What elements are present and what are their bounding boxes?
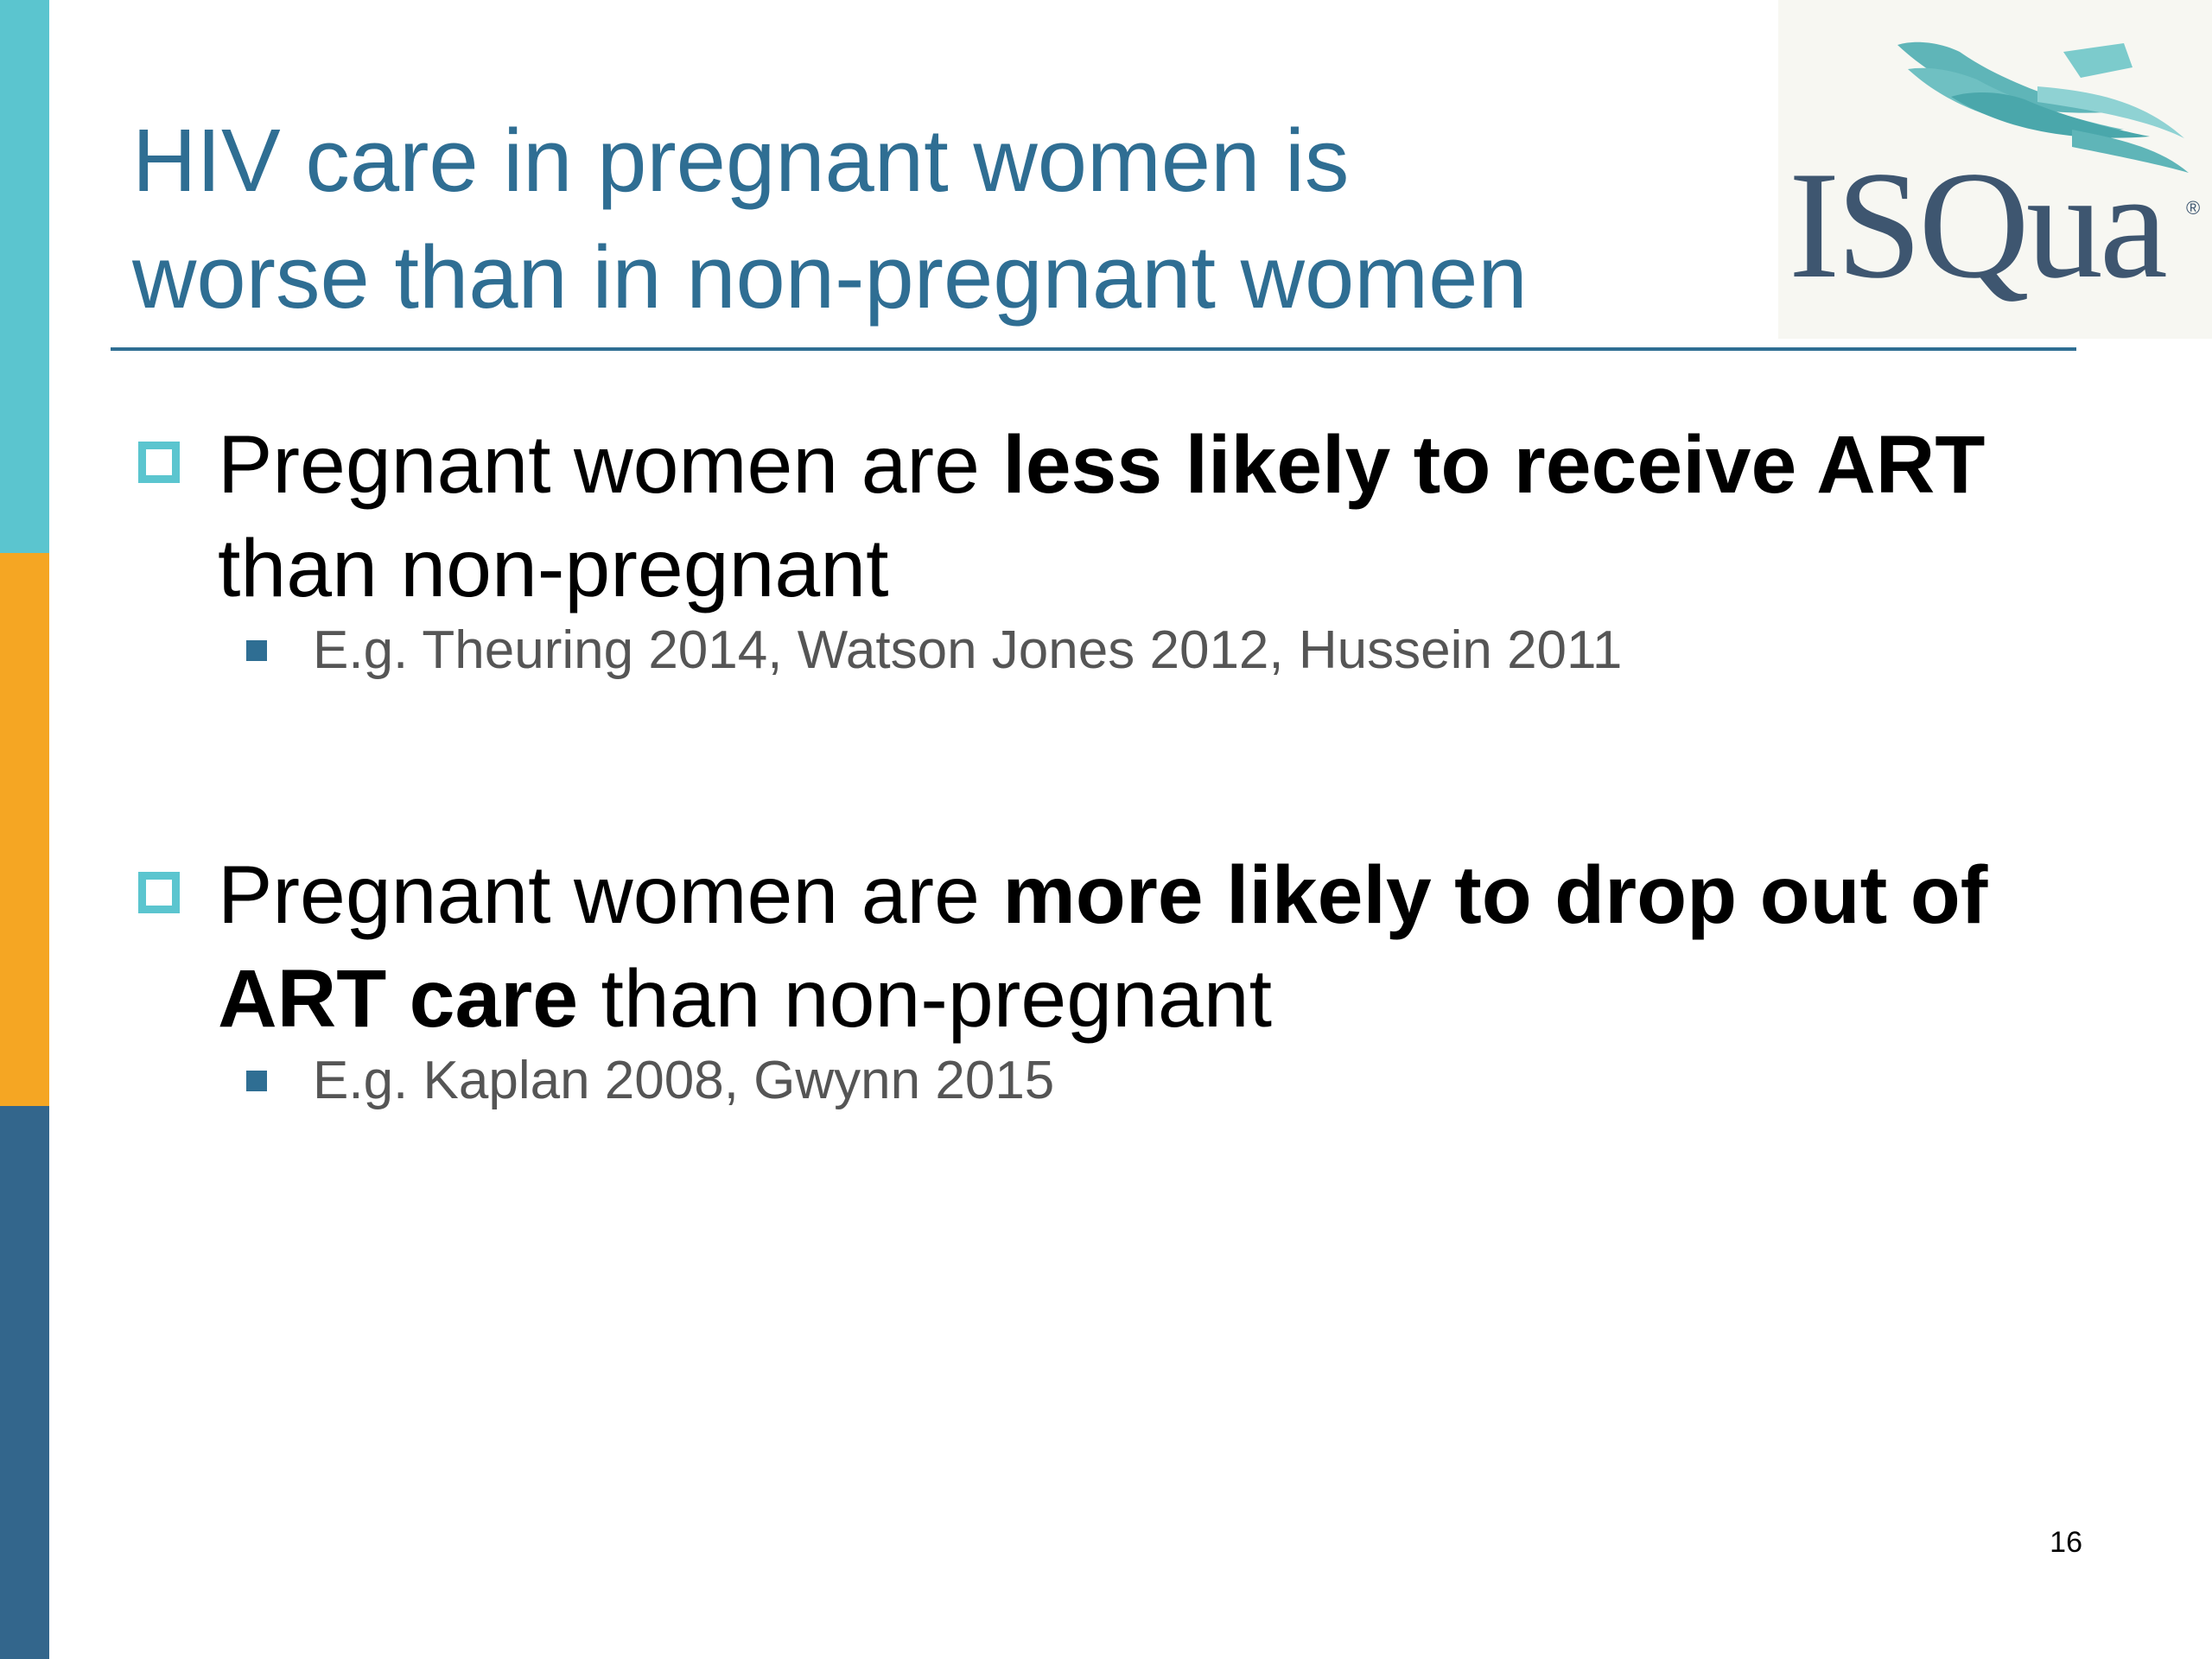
bullet-2-text: Pregnant women are more likely to drop o… xyxy=(218,843,2093,1051)
title-divider xyxy=(111,347,2076,351)
bullet-2-sub-text: E.g. Kaplan 2008, Gwynn 2015 xyxy=(313,1051,1055,1110)
bullet-1-text-start: Pregnant women are xyxy=(218,419,1003,511)
hollow-square-bullet-icon xyxy=(138,872,180,913)
side-bar-teal xyxy=(0,0,49,553)
bullet-2-text-end: than non-pregnant xyxy=(578,953,1272,1045)
bullet-1-text-bold: less likely to receive ART xyxy=(1002,419,1986,511)
hollow-square-bullet-icon xyxy=(138,442,180,483)
bullet-1-text-end: than non-pregnant xyxy=(218,523,889,614)
title-line-2: worse than in non-pregnant women xyxy=(132,227,1528,327)
bullet-1-sub-text: E.g. Theuring 2014, Watson Jones 2012, H… xyxy=(313,620,1623,680)
square-bullet-icon xyxy=(246,1071,267,1091)
bullet-2-text-start: Pregnant women are xyxy=(218,849,1003,941)
title-line-1: HIV care in pregnant women is xyxy=(132,111,1350,210)
bullet-2-text-bold: more likely to drop out of ART care xyxy=(218,849,1988,1045)
side-bar-orange xyxy=(0,553,49,1106)
logo-wordmark: ISQua xyxy=(1789,139,2168,310)
isqua-logo: ISQua ® xyxy=(1778,0,2212,339)
bullet-1-text: Pregnant women are less likely to receiv… xyxy=(218,413,2093,620)
slide-title: HIV care in pregnant women is worse than… xyxy=(132,102,1739,335)
page-number: 16 xyxy=(2050,1526,2082,1559)
logo-wave-icon xyxy=(1897,41,2189,173)
registered-mark: ® xyxy=(2186,197,2201,219)
square-bullet-icon xyxy=(246,640,267,661)
side-bar-blue xyxy=(0,1106,49,1659)
